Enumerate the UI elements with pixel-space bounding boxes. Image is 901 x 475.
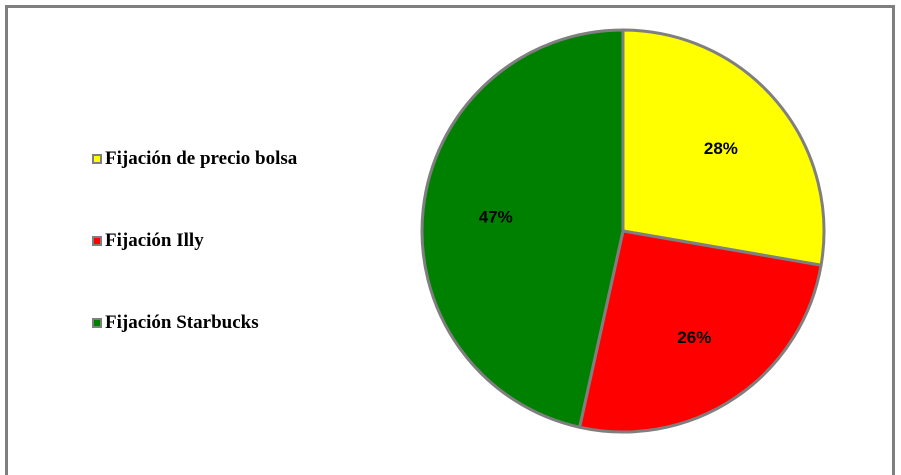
- legend-label-illy: Fijación Illy: [105, 230, 204, 251]
- slice-starbucks: [420, 28, 625, 429]
- legend-item-illy: Fijación Illy: [92, 230, 204, 252]
- slice-illy: [578, 229, 823, 434]
- legend-swatch-starbucks: [92, 318, 102, 328]
- legend-swatch-illy: [92, 236, 102, 246]
- pie-slice-labels: 28% 26% 47%: [479, 139, 738, 347]
- pie-slices: [420, 28, 826, 434]
- slice-precio-bolsa: [621, 28, 826, 267]
- slice-label-starbucks: 47%: [479, 208, 513, 227]
- legend-label-precio-bolsa: Fijación de precio bolsa: [105, 148, 298, 169]
- legend-swatch-precio-bolsa: [92, 154, 102, 164]
- slice-label-illy: 26%: [677, 328, 711, 347]
- slice-label-precio-bolsa: 28%: [704, 139, 738, 158]
- legend-item-starbucks: Fijación Starbucks: [92, 312, 259, 334]
- legend-item-precio-bolsa: Fijación de precio bolsa: [92, 148, 297, 170]
- legend-label-starbucks: Fijación Starbucks: [105, 312, 259, 333]
